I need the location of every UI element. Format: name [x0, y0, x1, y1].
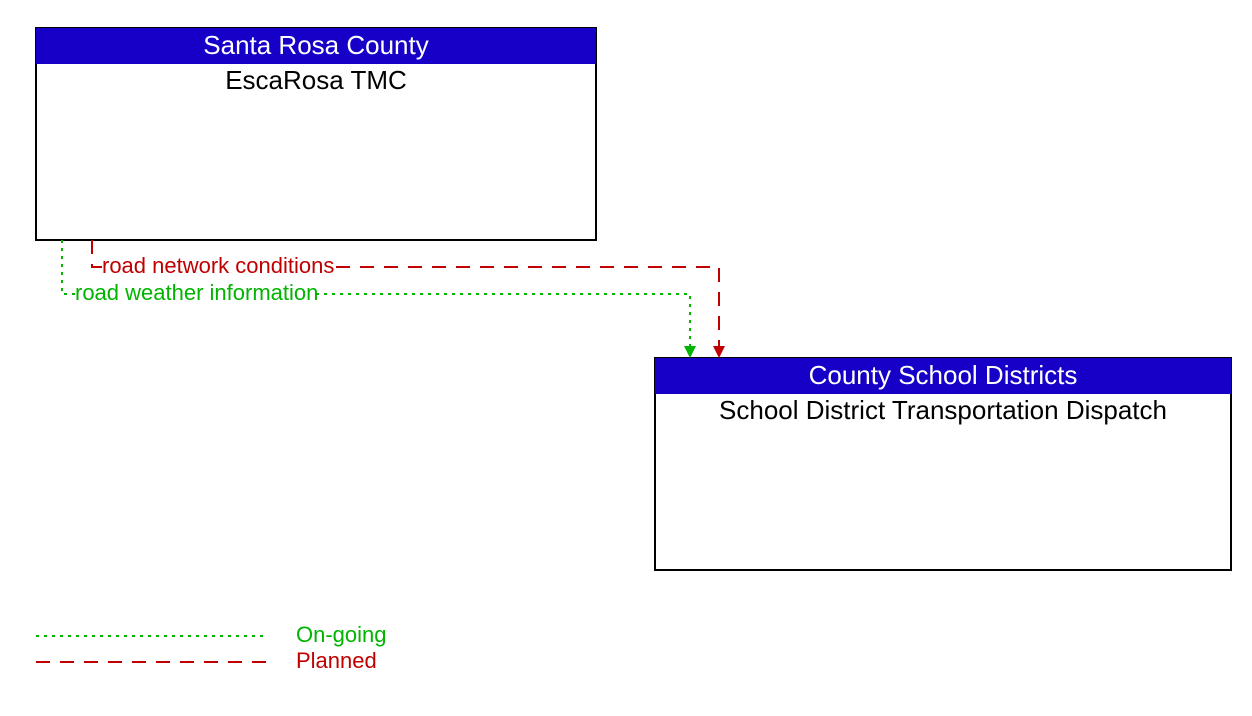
entity-target-body-text: School District Transportation Dispatch: [719, 395, 1167, 425]
entity-source-body-text: EscaRosa TMC: [225, 65, 407, 95]
flow-planned-label: road network conditions: [102, 253, 334, 278]
legend-item-ongoing: On-going: [36, 622, 387, 647]
entity-target-header-text: County School Districts: [809, 360, 1078, 390]
legend-item-planned: Planned: [36, 648, 377, 673]
flow-ongoing-arrowhead: [684, 346, 696, 358]
legend-ongoing-label: On-going: [296, 622, 387, 647]
flow-ongoing-label: road weather information: [75, 280, 318, 305]
legend: On-going Planned: [36, 622, 387, 673]
entity-source-header-text: Santa Rosa County: [203, 30, 428, 60]
entity-target: County School Districts School District …: [655, 358, 1231, 570]
flow-planned-arrowhead: [713, 346, 725, 358]
entity-source: Santa Rosa County EscaRosa TMC: [36, 28, 596, 240]
legend-planned-label: Planned: [296, 648, 377, 673]
